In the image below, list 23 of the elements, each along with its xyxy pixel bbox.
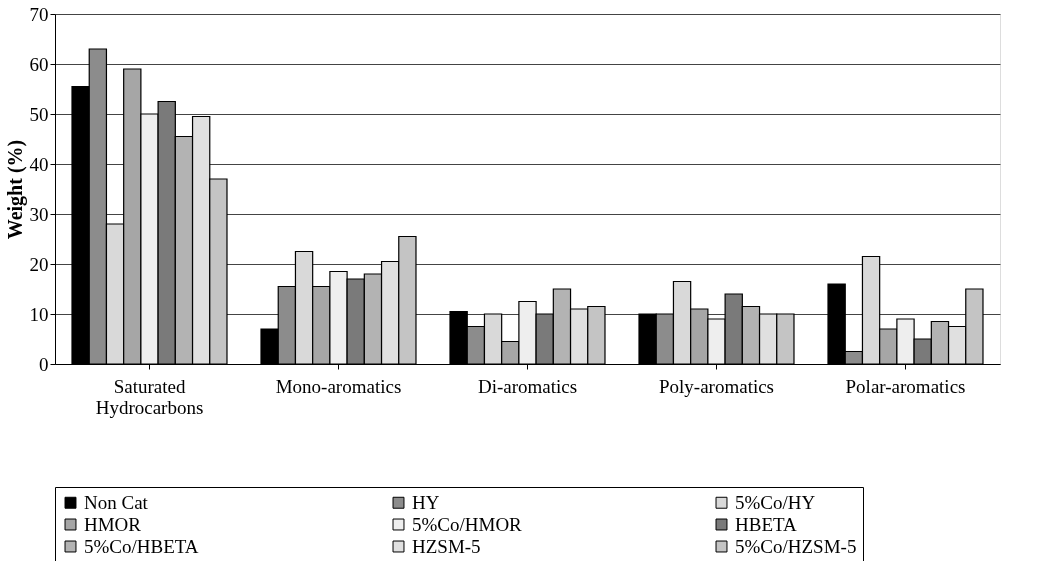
y-axis-title: Weight (%) xyxy=(3,139,27,240)
y-tick-label: 70 xyxy=(29,3,49,25)
x-tick-label: Di-aromatics xyxy=(477,375,578,397)
y-tick-label: 50 xyxy=(29,103,49,125)
legend-label: 5%Co/HBETA xyxy=(84,535,199,557)
legend-label: 5%Co/HY xyxy=(735,491,816,513)
legend-label: Non Cat xyxy=(84,491,149,513)
x-tick-label: Polar-aromatics xyxy=(845,375,966,397)
x-tick-label: Poly-aromatics xyxy=(658,375,775,397)
y-tick-label: 0 xyxy=(39,353,49,375)
x-tick-label: Mono-aromatics xyxy=(275,375,402,397)
legend-label: HBETA xyxy=(735,513,798,535)
legend-label: 5%Co/HZSM-5 xyxy=(735,535,857,557)
legend-label: 5%Co/HMOR xyxy=(412,513,523,535)
y-tick-label: 30 xyxy=(29,203,49,225)
legend-label: HY xyxy=(412,491,440,513)
y-tick-label: 20 xyxy=(29,253,49,275)
x-tick-label: Saturated Hydrocarbons xyxy=(95,375,204,418)
y-tick-label: 40 xyxy=(29,153,49,175)
legend-label: HZSM-5 xyxy=(412,535,481,557)
y-tick-label: 10 xyxy=(29,303,49,325)
legend-label: HMOR xyxy=(84,513,142,535)
y-tick-label: 60 xyxy=(29,53,49,75)
